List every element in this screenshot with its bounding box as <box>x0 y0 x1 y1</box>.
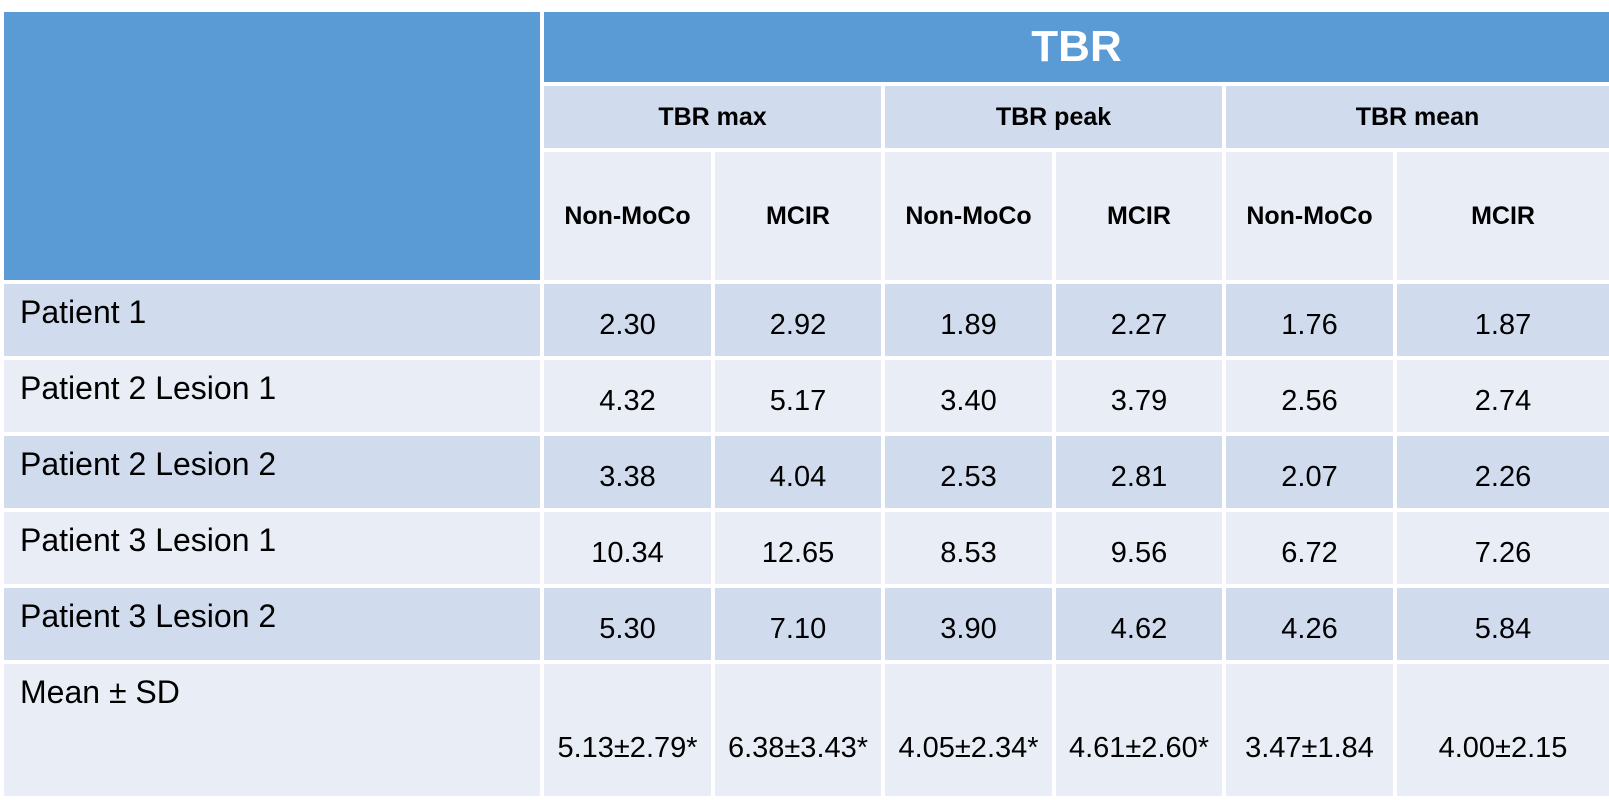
table-cell: 4.05±2.34* <box>881 660 1056 800</box>
sub-header-mcir: MCIR <box>1392 148 1609 284</box>
table-cell: 2.07 <box>1222 432 1397 512</box>
table-cell: 4.32 <box>540 356 715 436</box>
table-cell: 5.30 <box>540 584 715 664</box>
table-cell: 2.74 <box>1392 356 1609 436</box>
table-cell: 3.40 <box>881 356 1056 436</box>
table-cell: 2.92 <box>711 280 885 360</box>
table-cell: 8.53 <box>881 508 1056 588</box>
table-cell: 4.26 <box>1222 584 1397 664</box>
group-header-tbr-max: TBR max <box>540 82 885 152</box>
table-cell: 9.56 <box>1052 508 1226 588</box>
table-cell: 5.84 <box>1392 584 1609 664</box>
table-cell: 2.81 <box>1052 432 1226 512</box>
table-cell: 5.17 <box>711 356 885 436</box>
tbr-table: TBR TBR max TBR peak TBR mean Non-MoCo M… <box>0 8 1609 800</box>
sub-header-non-moco: Non-MoCo <box>1222 148 1397 284</box>
table-cell: 4.61±2.60* <box>1052 660 1226 800</box>
table-cell: 2.26 <box>1392 432 1609 512</box>
table-cell: 4.04 <box>711 432 885 512</box>
table-row: Patient 2 Lesion 1 4.32 5.17 3.40 3.79 2… <box>0 356 1609 436</box>
table-cell: 10.34 <box>540 508 715 588</box>
table-cell: 7.26 <box>1392 508 1609 588</box>
table-corner-cell <box>0 8 544 284</box>
table-cell: 4.00±2.15 <box>1392 660 1609 800</box>
table-cell: 3.38 <box>540 432 715 512</box>
table-cell: 6.72 <box>1222 508 1397 588</box>
table-title: TBR <box>539 8 1609 86</box>
table-row: Patient 3 Lesion 1 10.34 12.65 8.53 9.56… <box>0 508 1609 588</box>
sub-header-non-moco: Non-MoCo <box>540 148 715 284</box>
row-label: Patient 2 Lesion 2 <box>0 432 544 512</box>
group-header-tbr-mean: TBR mean <box>1221 82 1609 152</box>
sub-header-non-moco: Non-MoCo <box>881 148 1056 284</box>
table-cell: 3.90 <box>881 584 1056 664</box>
table-cell: 7.10 <box>711 584 885 664</box>
row-label: Mean ± SD <box>0 660 544 800</box>
table-cell: 12.65 <box>711 508 885 588</box>
group-header-tbr-peak: TBR peak <box>881 82 1226 152</box>
table-row: Patient 3 Lesion 2 5.30 7.10 3.90 4.62 4… <box>0 584 1609 664</box>
table-cell: 2.30 <box>540 280 715 360</box>
table-row: Patient 2 Lesion 2 3.38 4.04 2.53 2.81 2… <box>0 432 1609 512</box>
row-label: Patient 3 Lesion 2 <box>0 584 544 664</box>
table-row: Patient 1 2.30 2.92 1.89 2.27 1.76 1.87 <box>0 280 1609 360</box>
table-cell: 1.89 <box>881 280 1056 360</box>
table-cell: 2.53 <box>881 432 1056 512</box>
table-cell: 6.38±3.43* <box>711 660 885 800</box>
table-cell: 2.56 <box>1222 356 1397 436</box>
table-row-mean: Mean ± SD 5.13±2.79* 6.38±3.43* 4.05±2.3… <box>0 660 1609 800</box>
table-cell: 3.79 <box>1052 356 1226 436</box>
table-cell: 1.76 <box>1222 280 1397 360</box>
sub-header-mcir: MCIR <box>1052 148 1226 284</box>
table-cell: 3.47±1.84 <box>1222 660 1397 800</box>
row-label: Patient 2 Lesion 1 <box>0 356 544 436</box>
table-cell: 1.87 <box>1392 280 1609 360</box>
row-label: Patient 1 <box>0 280 544 360</box>
table-cell: 5.13±2.79* <box>540 660 715 800</box>
sub-header-mcir: MCIR <box>711 148 885 284</box>
table-cell: 4.62 <box>1052 584 1226 664</box>
table-cell: 2.27 <box>1052 280 1226 360</box>
row-label: Patient 3 Lesion 1 <box>0 508 544 588</box>
